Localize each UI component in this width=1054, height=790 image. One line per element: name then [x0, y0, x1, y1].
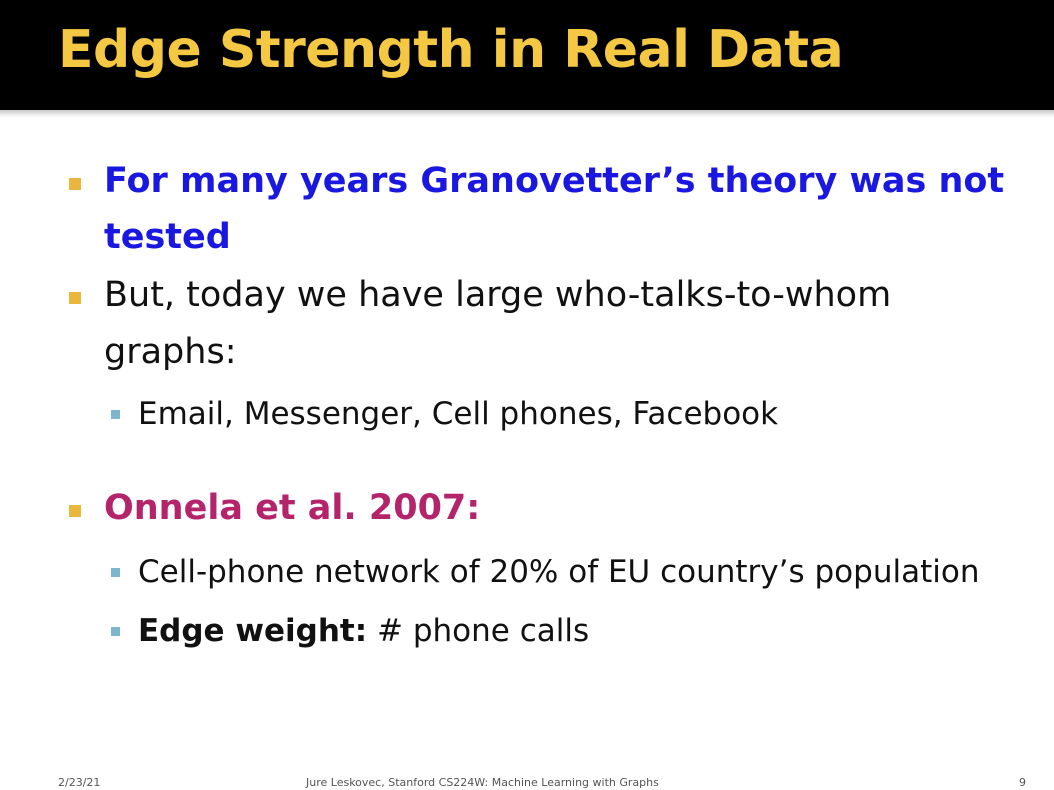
footer-course: Jure Leskovec, Stanford CS224W: Machine …	[306, 776, 659, 789]
bullet-square-icon	[69, 505, 81, 517]
edge-weight-label: Edge weight:	[138, 613, 368, 649]
sub-bullet-square-icon	[111, 568, 120, 577]
sub-bullet-3-2: Edge weight: # phone calls	[138, 613, 589, 649]
sub-bullet-3-1: Cell-phone network of 20% of EU country’…	[138, 554, 980, 590]
title-bar: Edge Strength in Real Data	[0, 0, 1054, 110]
title-divider	[0, 110, 1054, 118]
bullet-2-line-2: graphs:	[104, 332, 237, 372]
bullet-square-icon	[69, 292, 81, 304]
bullet-2-line-1: But, today we have large who-talks-to-wh…	[104, 275, 892, 315]
bullet-3-line-1: Onnela et al. 2007:	[104, 488, 481, 528]
bullet-1-line-2: tested	[104, 217, 231, 257]
sub-bullet-square-icon	[111, 627, 120, 636]
bullet-square-icon	[69, 178, 81, 190]
slide-title: Edge Strength in Real Data	[58, 20, 844, 80]
sub-bullet-square-icon	[111, 410, 120, 419]
bullet-1-line-1: For many years Granovetter’s theory was …	[104, 161, 1005, 201]
footer-date: 2/23/21	[58, 776, 101, 789]
footer-page-number: 9	[1019, 776, 1026, 789]
edge-weight-text: # phone calls	[367, 613, 590, 649]
sub-bullet-2-1: Email, Messenger, Cell phones, Facebook	[138, 396, 779, 432]
